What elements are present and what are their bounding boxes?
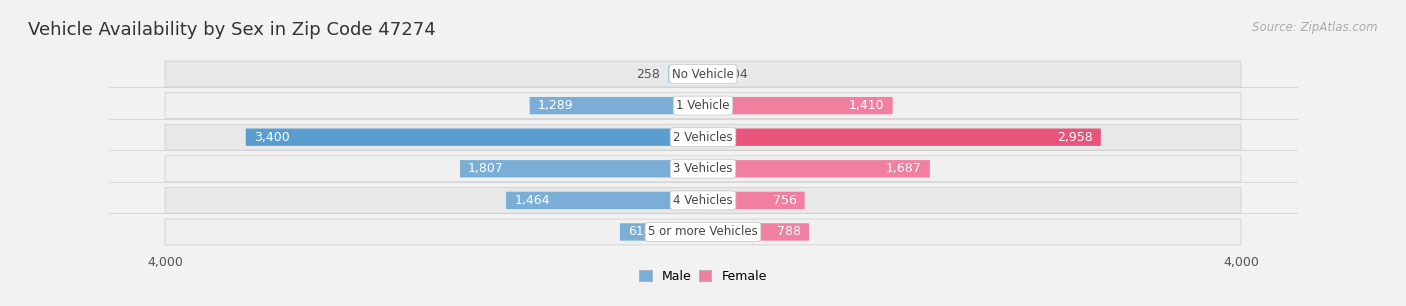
FancyBboxPatch shape [246,129,703,146]
FancyBboxPatch shape [165,124,1241,150]
FancyBboxPatch shape [165,188,1241,213]
Text: 3 Vehicles: 3 Vehicles [673,162,733,175]
FancyBboxPatch shape [165,219,1241,245]
Text: 1,464: 1,464 [515,194,550,207]
FancyBboxPatch shape [620,223,703,241]
Text: 1,289: 1,289 [537,99,574,112]
Text: Vehicle Availability by Sex in Zip Code 47274: Vehicle Availability by Sex in Zip Code … [28,21,436,39]
Text: 258: 258 [637,68,661,80]
Text: 4 Vehicles: 4 Vehicles [673,194,733,207]
Text: 3,400: 3,400 [254,131,290,144]
FancyBboxPatch shape [165,61,1241,87]
Text: 618: 618 [628,226,652,238]
FancyBboxPatch shape [460,160,703,177]
Text: 1,687: 1,687 [886,162,922,175]
Text: 1,807: 1,807 [468,162,503,175]
FancyBboxPatch shape [703,65,717,83]
Text: 2,958: 2,958 [1057,131,1092,144]
Text: 5 or more Vehicles: 5 or more Vehicles [648,226,758,238]
FancyBboxPatch shape [703,129,1101,146]
FancyBboxPatch shape [530,97,703,114]
Text: Source: ZipAtlas.com: Source: ZipAtlas.com [1253,21,1378,34]
FancyBboxPatch shape [703,160,929,177]
FancyBboxPatch shape [703,192,804,209]
FancyBboxPatch shape [506,192,703,209]
Text: 756: 756 [773,194,797,207]
FancyBboxPatch shape [668,65,703,83]
FancyBboxPatch shape [703,223,808,241]
FancyBboxPatch shape [165,93,1241,118]
Text: 1 Vehicle: 1 Vehicle [676,99,730,112]
Text: 1,410: 1,410 [849,99,884,112]
Text: No Vehicle: No Vehicle [672,68,734,80]
Text: 788: 788 [778,226,801,238]
Text: 2 Vehicles: 2 Vehicles [673,131,733,144]
FancyBboxPatch shape [165,156,1241,182]
FancyBboxPatch shape [703,97,893,114]
Text: 104: 104 [725,68,749,80]
Legend: Male, Female: Male, Female [634,265,772,288]
